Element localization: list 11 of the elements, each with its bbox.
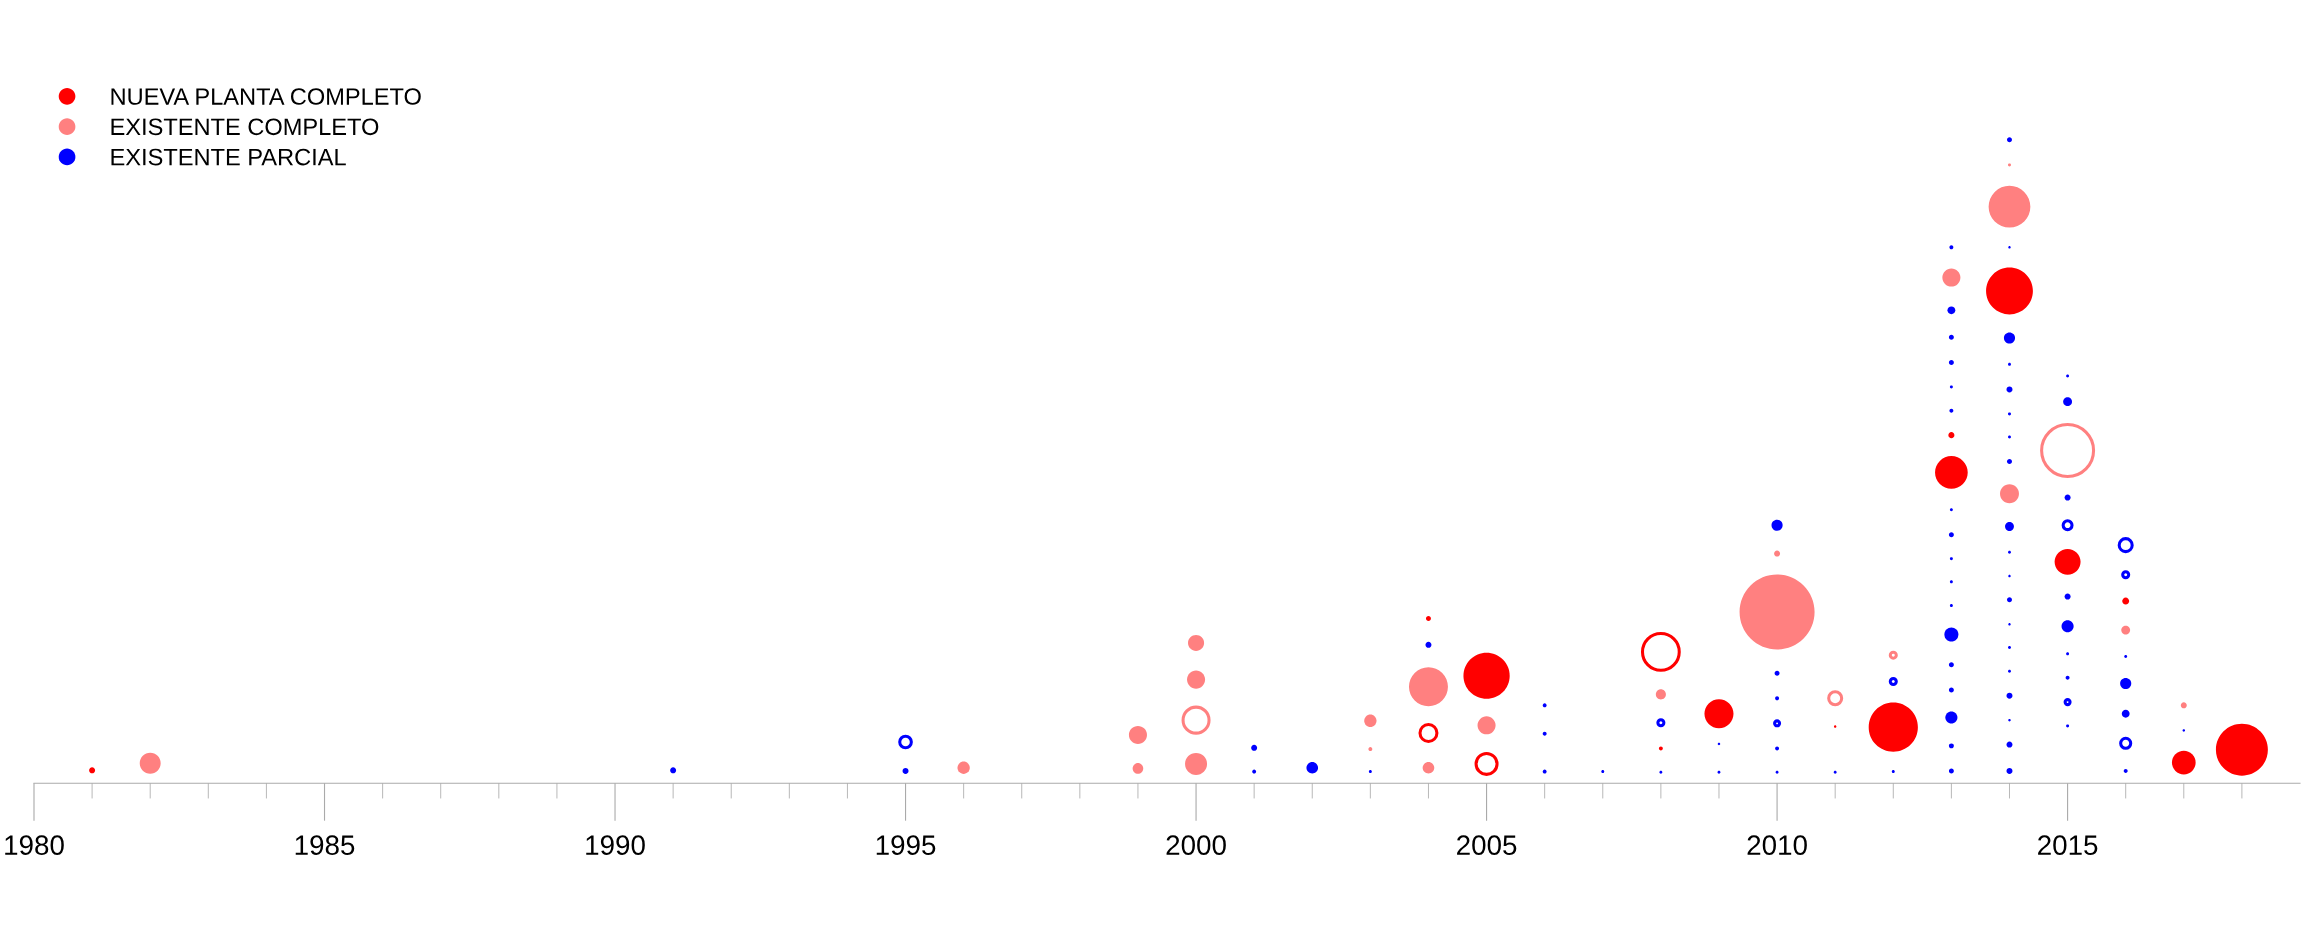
x-tick-label: 1985: [295, 835, 355, 855]
legend-label: EXISTENTE COMPLETO: [111, 118, 379, 136]
x-tick-label: 2015: [2038, 835, 2098, 855]
x-tick-label: 1990: [586, 835, 645, 855]
legend-label: NUEVA PLANTA COMPLETO: [111, 88, 421, 105]
x-tick-label: 2005: [1457, 835, 1517, 855]
x-tick-label: 2000: [1166, 835, 1226, 855]
x-tick-label: 2010: [1747, 835, 1807, 855]
legend-label: EXISTENTE PARCIAL: [111, 148, 346, 166]
x-tick-label: 1995: [876, 835, 936, 855]
x-tick-label: 1980: [5, 835, 64, 855]
